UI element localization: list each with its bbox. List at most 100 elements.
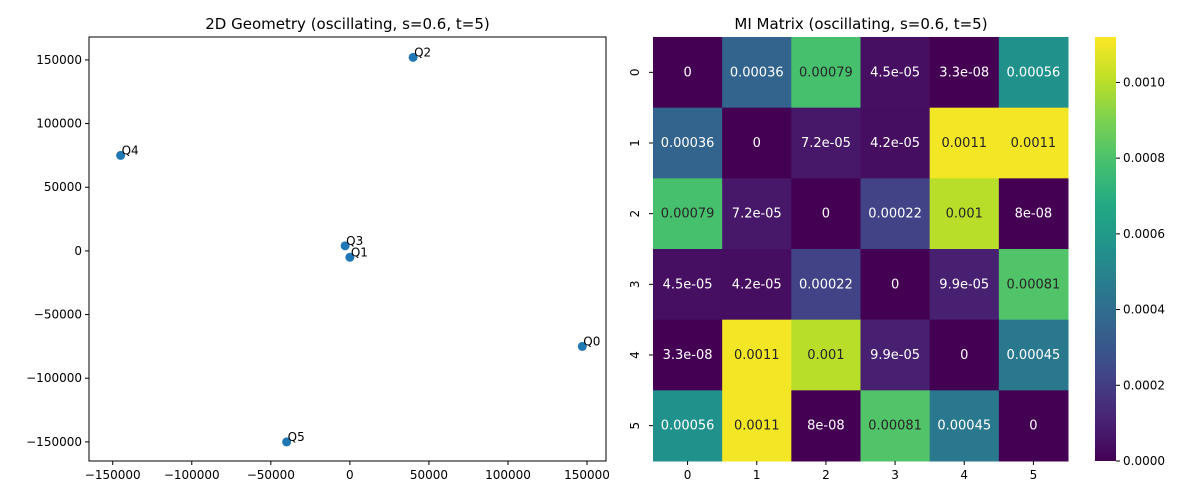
heatmap-cell	[929, 178, 1000, 250]
heatmap-cell-label: 9.9e-05	[939, 277, 989, 292]
point-label: Q4	[122, 143, 139, 157]
scatter-point	[116, 150, 126, 160]
heatmap-cell	[929, 319, 1000, 391]
heatmap-cell	[653, 178, 723, 250]
heatmap-cell	[791, 249, 861, 321]
heatmap-cell-label: 3.3e-08	[939, 65, 989, 80]
heatmap-chart: MI Matrix (oscillating, s=0.6, t=5) 0 0.0…	[628, 15, 1165, 482]
heatmap-y-tick-label: 3	[628, 281, 642, 289]
colorbar-tick-label: 0.0008	[1123, 151, 1165, 165]
heatmap-cell	[860, 390, 931, 462]
heatmap-cell	[860, 319, 931, 391]
heatmap-cell	[791, 37, 861, 109]
point-label: Q3	[346, 234, 363, 248]
x-tick-label: 100000	[485, 468, 531, 482]
scatter-points: Q0 Q1 Q2 Q3 Q4 Q5	[116, 45, 600, 447]
heatmap-cell	[998, 390, 1069, 462]
y-tick-label: 50000	[44, 180, 82, 194]
heatmap-cell	[653, 390, 723, 462]
heatmap-x-axis: 0 1 2 3 4 5	[684, 461, 1037, 482]
y-tick-label: 0	[74, 244, 82, 258]
heatmap-cells: 0 0.00036 0.00079 4.5e-05 3.3e-08 0.00056 0.00…	[653, 37, 1069, 462]
heatmap-cell	[722, 249, 792, 321]
scatter-title: 2D Geometry (oscillating, s=0.6, t=5)	[205, 15, 489, 33]
y-tick-label: 150000	[36, 53, 82, 67]
heatmap-cell	[791, 178, 861, 250]
heatmap-cell-label: 8e-08	[1015, 207, 1053, 222]
heatmap-cell-label: 0.0011	[734, 419, 780, 434]
heatmap-y-tick-label: 5	[628, 422, 642, 430]
heatmap-cell	[653, 107, 723, 179]
heatmap-cell-label: 0.00079	[799, 65, 853, 80]
heatmap-cell-label: 7.2e-05	[732, 207, 782, 222]
heatmap-x-tick-label: 2	[822, 468, 830, 482]
colorbar-tick-label: 0.0010	[1123, 75, 1165, 89]
heatmap-cell-label: 9.9e-05	[870, 348, 920, 363]
colorbar-tick-label: 0.0004	[1123, 303, 1165, 317]
heatmap-cell-label: 0.001	[946, 207, 983, 222]
heatmap-cell	[998, 249, 1069, 321]
heatmap-cell	[791, 107, 861, 179]
y-tick-label: −150000	[26, 435, 82, 449]
heatmap-y-tick-label: 1	[628, 139, 642, 147]
heatmap-cell	[929, 37, 1000, 109]
heatmap-cell-label: 7.2e-05	[801, 136, 851, 151]
heatmap-cell	[860, 107, 931, 179]
heatmap-cell	[998, 107, 1069, 179]
heatmap-cell-label: 3.3e-08	[663, 348, 713, 363]
heatmap-cell	[791, 319, 861, 391]
heatmap-cell	[860, 249, 931, 321]
scatter-point	[282, 437, 292, 447]
heatmap-x-tick-label: 4	[960, 468, 968, 482]
heatmap-cell-label: 0	[960, 348, 968, 363]
heatmap-y-tick-label: 0	[628, 69, 642, 77]
heatmap-x-tick-label: 5	[1030, 468, 1038, 482]
heatmap-cell	[860, 178, 931, 250]
heatmap-cell-label: 0.001	[807, 348, 844, 363]
heatmap-title: MI Matrix (oscillating, s=0.6, t=5)	[734, 15, 987, 33]
heatmap-cell-label: 0.0011	[1011, 136, 1057, 151]
heatmap-cell-label: 0.00081	[868, 419, 922, 434]
point-label: Q2	[414, 45, 431, 59]
heatmap-cell-label: 0	[753, 136, 761, 151]
heatmap-cell-label: 0	[683, 65, 691, 80]
heatmap-cell-label: 0.00056	[661, 419, 715, 434]
heatmap-cell-label: 0	[891, 277, 899, 292]
heatmap-x-tick-label: 1	[753, 468, 761, 482]
heatmap-cell	[860, 37, 931, 109]
y-tick-label: 100000	[36, 117, 82, 131]
heatmap-x-tick-label: 0	[684, 468, 692, 482]
heatmap-cell-label: 0.00045	[937, 419, 991, 434]
heatmap-cell-label: 0.00022	[868, 207, 922, 222]
scatter-point	[408, 52, 418, 62]
heatmap-cell-label: 4.5e-05	[870, 65, 920, 80]
colorbar: 0.0000 0.0002 0.0004 0.0006 0.0008 0.0010	[1095, 37, 1165, 468]
scatter-point	[340, 241, 350, 251]
heatmap-cell	[929, 390, 1000, 462]
colorbar-ticks: 0.0000 0.0002 0.0004 0.0006 0.0008 0.0010	[1116, 75, 1165, 468]
heatmap-cell	[722, 319, 792, 391]
point-label: Q1	[351, 245, 368, 259]
x-tick-label: −150000	[85, 468, 141, 482]
scatter-point	[345, 252, 355, 262]
heatmap-cell-label: 0.00045	[1007, 348, 1061, 363]
heatmap-y-tick-label: 2	[628, 210, 642, 218]
heatmap-cell-label: 0.0011	[734, 348, 780, 363]
heatmap-y-axis: 0 1 2 3 4 5	[628, 69, 653, 430]
heatmap-cell-label: 0.0011	[942, 136, 988, 151]
colorbar-tick-label: 0.0006	[1123, 227, 1165, 241]
scatter-y-axis: −150000 −100000 −50000 0 50000 100000 150000	[26, 53, 89, 449]
heatmap-cell-label: 0.00022	[799, 277, 853, 292]
heatmap-cell-label: 4.2e-05	[732, 277, 782, 292]
heatmap-cell-label: 0.00036	[730, 65, 784, 80]
colorbar-tick-label: 0.0000	[1123, 454, 1165, 468]
x-tick-label: 150000	[564, 468, 610, 482]
heatmap-x-tick-label: 3	[891, 468, 899, 482]
y-tick-label: −100000	[26, 371, 82, 385]
heatmap-cell	[998, 178, 1069, 250]
heatmap-cell	[998, 37, 1069, 109]
heatmap-cell-label: 0.00081	[1007, 277, 1061, 292]
heatmap-cell-label: 0	[1029, 419, 1037, 434]
x-tick-label: 50000	[410, 468, 448, 482]
scatter-point	[577, 341, 587, 351]
